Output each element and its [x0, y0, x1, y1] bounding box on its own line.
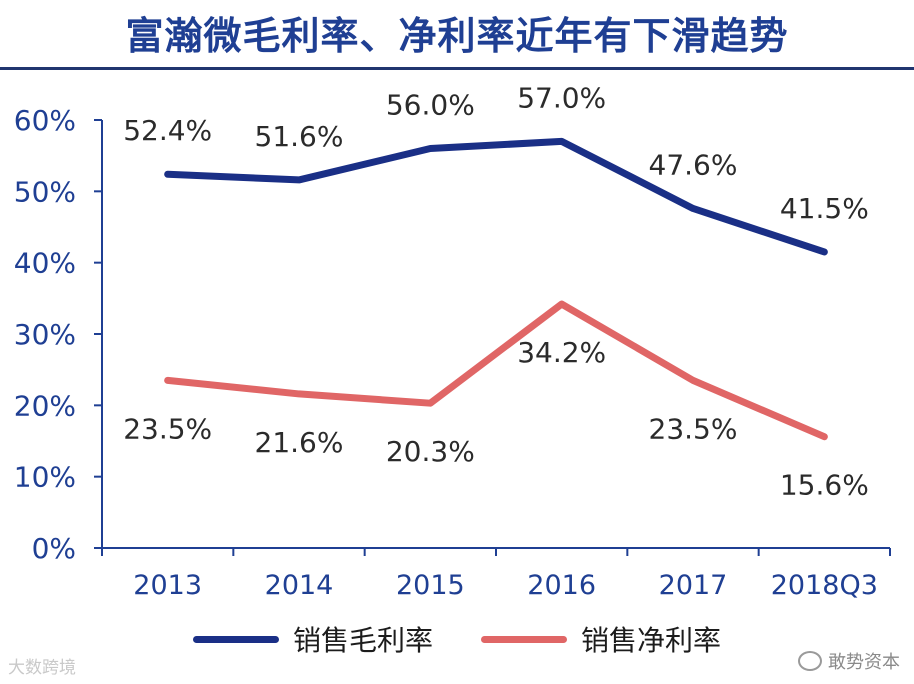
x-tick-label: 2017 [659, 570, 728, 601]
y-tick-label: 50% [14, 175, 76, 208]
legend-label-gross-margin: 销售毛利率 [292, 624, 433, 657]
data-label: 20.3% [386, 435, 475, 468]
title-divider [0, 67, 914, 70]
x-tick-label: 2014 [265, 570, 334, 601]
watermark-right: 敢势资本 [798, 648, 900, 674]
y-tick-label: 10% [14, 461, 76, 494]
data-label: 34.2% [517, 336, 606, 369]
x-tick-label: 2016 [527, 570, 596, 601]
legend-item-net-margin: 销售净利率 [481, 619, 721, 659]
data-label: 56.0% [386, 89, 475, 122]
legend-swatch-net-margin [481, 635, 567, 643]
x-tick-label: 2015 [396, 570, 465, 601]
legend-swatch-gross-margin [192, 635, 279, 643]
data-label: 47.6% [649, 148, 738, 181]
y-tick-label: 30% [14, 318, 76, 351]
series-line-0 [164, 137, 828, 256]
y-tick-label: 20% [14, 389, 76, 422]
series-line-1 [164, 300, 828, 441]
x-tick-label: 2018Q3 [771, 570, 878, 601]
chart-title: 富瀚微毛利率、净利率近年有下滑趋势 [125, 14, 789, 58]
watermark-right-text: 敢势资本 [828, 652, 900, 673]
x-tick-label: 2013 [133, 570, 202, 601]
watermark-left: 大数跨境 [8, 658, 76, 678]
y-tick-label: 0% [32, 532, 76, 565]
data-label: 51.6% [255, 120, 344, 153]
y-tick-label: 60% [14, 104, 76, 137]
legend-label-net-margin: 销售净利率 [581, 624, 722, 657]
data-label: 52.4% [123, 114, 212, 147]
y-tick-label: 40% [14, 247, 76, 280]
data-label: 57.0% [517, 81, 606, 114]
data-label: 41.5% [780, 192, 869, 225]
data-label: 21.6% [255, 426, 344, 459]
data-label: 23.5% [123, 412, 212, 445]
wechat-icon [798, 651, 822, 671]
legend-item-gross-margin: 销售毛利率 [192, 619, 433, 659]
data-label: 15.6% [780, 469, 869, 502]
legend: 销售毛利率 销售净利率 [0, 614, 914, 664]
data-label: 23.5% [649, 412, 738, 445]
